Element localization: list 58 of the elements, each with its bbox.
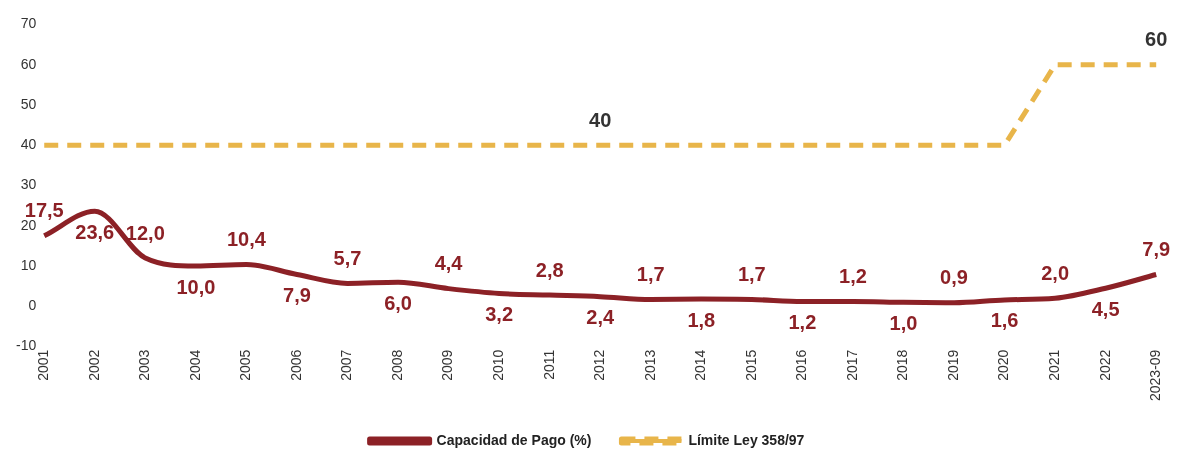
y-tick-label: -10 [16, 337, 37, 354]
x-tick-label: 2008 [388, 349, 405, 381]
data-label: 6,0 [384, 291, 412, 314]
y-tick-label: 50 [20, 95, 37, 112]
x-tick-label: 2015 [742, 349, 759, 381]
x-tick-label: 2010 [489, 349, 506, 381]
x-tick-label: 2019 [944, 349, 961, 381]
x-tick-label: 2006 [287, 349, 304, 381]
x-tick-label: 2020 [995, 349, 1012, 381]
x-tick-label: 2003 [136, 349, 153, 381]
y-tick-label: 70 [20, 15, 37, 32]
x-tick-label: 2001 [35, 349, 52, 381]
data-label: 7,9 [1142, 238, 1171, 261]
data-label: 60 [1145, 28, 1168, 51]
x-tick-label: 2022 [1096, 349, 1113, 381]
x-tick-label: 2011 [540, 349, 557, 380]
legend-label: Capacidad de Pago (%) [436, 431, 592, 448]
data-label: 7,9 [283, 284, 311, 307]
data-label: 4,5 [1091, 297, 1120, 320]
data-label: 3,2 [485, 302, 514, 325]
x-tick-label: 2023-09 [1147, 349, 1164, 402]
y-tick-label: 30 [20, 176, 37, 193]
data-label: 2,0 [1041, 261, 1070, 284]
data-label: 12,0 [125, 221, 165, 244]
y-tick-label: 20 [20, 216, 37, 233]
y-tick-label: 40 [20, 136, 37, 153]
x-tick-label: 2007 [338, 349, 355, 381]
data-label: 10,4 [226, 227, 267, 250]
data-label: 1,2 [839, 265, 867, 288]
data-label: 2,4 [586, 306, 615, 329]
data-label: 1,0 [889, 311, 918, 334]
x-tick-label: 2009 [439, 349, 456, 381]
y-tick-label: 10 [20, 256, 37, 273]
x-tick-label: 2005 [237, 349, 254, 381]
data-label: 23,6 [75, 220, 115, 243]
data-label: 1,6 [990, 309, 1019, 332]
data-label: 10,0 [176, 275, 216, 298]
data-label: 0,9 [940, 266, 968, 289]
data-label: 40 [589, 108, 612, 131]
data-label: 1,7 [636, 263, 665, 286]
x-tick-label: 2021 [1045, 349, 1062, 381]
data-label: 1,7 [737, 263, 766, 286]
x-tick-label: 2002 [85, 349, 102, 381]
data-label: 4,4 [434, 252, 464, 275]
x-tick-label: 2004 [186, 349, 203, 381]
data-label: 1,2 [788, 311, 817, 334]
x-tick-label: 2013 [641, 349, 658, 381]
data-label: 5,7 [333, 246, 362, 269]
data-label: 1,8 [687, 308, 716, 331]
y-tick-label: 60 [20, 55, 37, 72]
x-tick-label: 2012 [591, 349, 608, 381]
data-label: 2,8 [535, 258, 564, 281]
x-tick-label: 2017 [843, 349, 860, 381]
x-tick-label: 2016 [793, 349, 810, 381]
x-tick-label: 2014 [692, 349, 709, 381]
x-tick-label: 2018 [894, 349, 911, 381]
legend-label: Límite Ley 358/97 [688, 431, 805, 448]
y-tick-label: 0 [28, 297, 37, 314]
